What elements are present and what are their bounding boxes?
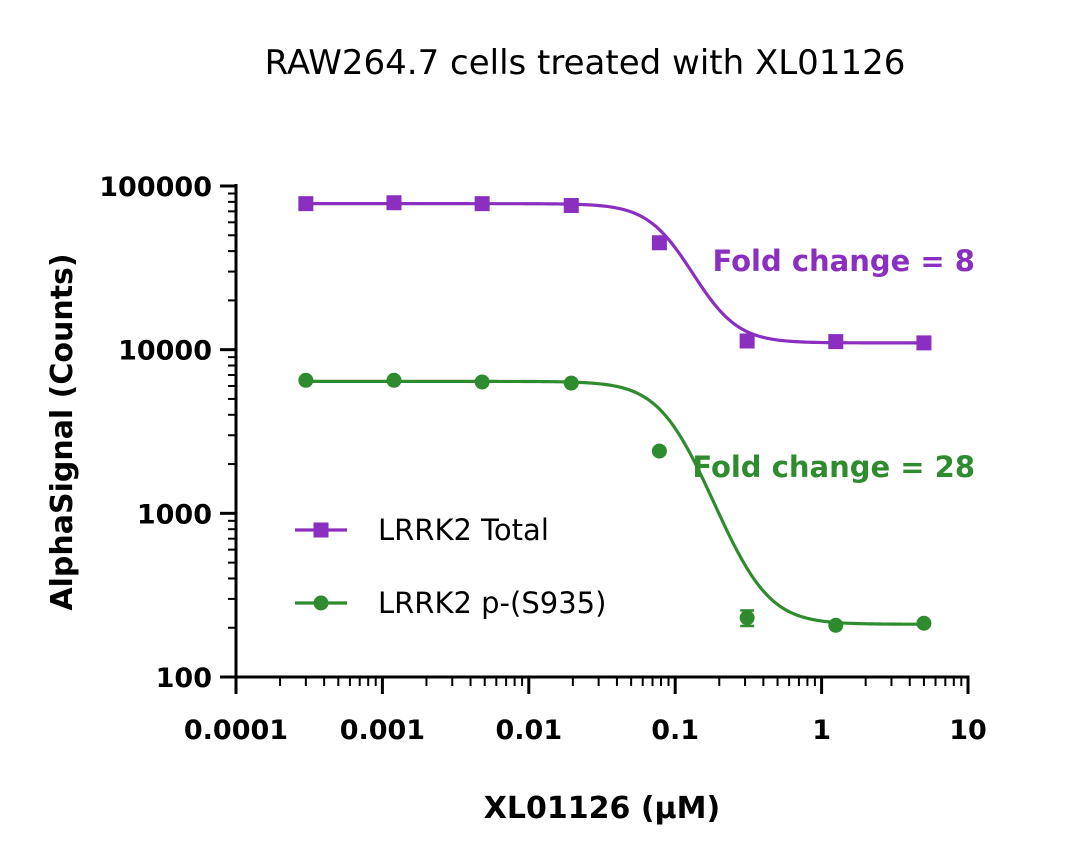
data-point-series-1 xyxy=(828,334,844,350)
chart-title: RAW264.7 cells treated with XL01126 xyxy=(265,43,906,83)
data-point-series-2 xyxy=(386,372,402,388)
y-tick-label: 10000 xyxy=(118,336,212,367)
x-tick-label: 0.001 xyxy=(340,715,425,746)
data-point-series-1 xyxy=(298,196,314,212)
x-tick-label: 1 xyxy=(812,715,831,746)
x-tick-label: 0.0001 xyxy=(184,715,288,746)
data-point-series-2 xyxy=(651,443,667,459)
legend-marker xyxy=(313,595,329,611)
y-axis-label: AlphaSignal (Counts) xyxy=(45,253,80,610)
data-point-series-1 xyxy=(651,235,667,251)
data-point-series-1 xyxy=(739,333,755,349)
data-point-series-1 xyxy=(386,195,402,211)
legend: LRRK2 Total LRRK2 p-(S935) xyxy=(295,513,606,620)
y-tick-label: 1000 xyxy=(137,499,212,530)
fit-curve-1 xyxy=(305,202,924,345)
x-tick-label: 0.01 xyxy=(495,715,562,746)
data-point-series-1 xyxy=(916,335,932,351)
data-point-series-2 xyxy=(474,374,490,390)
x-tick-labels: 0.0001 0.001 0.01 0.1 1 10 xyxy=(184,715,987,746)
y-tick-label: 100000 xyxy=(99,172,212,203)
data-point-series-1 xyxy=(563,198,579,214)
x-tick-label: 0.1 xyxy=(651,715,699,746)
legend-label: LRRK2 Total xyxy=(378,513,549,547)
axes xyxy=(220,184,970,694)
data-point-series-2 xyxy=(298,372,314,388)
x-tick-label: 10 xyxy=(949,715,987,746)
fold-change-annotation-2: Fold change = 28 xyxy=(692,450,975,484)
fit-curve-2 xyxy=(305,379,924,626)
legend-label: LRRK2 p-(S935) xyxy=(378,586,606,620)
data-point-series-2 xyxy=(563,375,579,391)
data-point-series-1 xyxy=(474,196,490,212)
data-point-series-2 xyxy=(828,617,844,633)
y-tick-label: 100 xyxy=(156,663,212,694)
data-point-series-2 xyxy=(916,615,932,631)
fit-curves xyxy=(305,202,924,626)
annotations: Fold change = 8 Fold change = 28 xyxy=(692,244,975,484)
legend-marker xyxy=(313,522,329,538)
fold-change-annotation-1: Fold change = 8 xyxy=(712,244,975,278)
y-tick-labels: 100 1000 10000 100000 xyxy=(99,172,212,694)
data-point-series-2 xyxy=(739,610,755,626)
x-axis-label: XL01126 (µM) xyxy=(484,791,720,826)
data-markers xyxy=(298,195,932,633)
